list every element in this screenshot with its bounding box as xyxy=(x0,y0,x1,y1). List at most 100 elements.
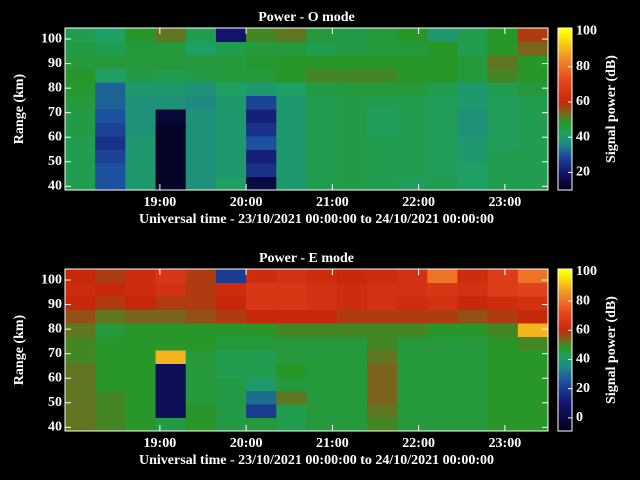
heatmap-cell xyxy=(306,336,338,351)
heatmap-cell xyxy=(397,41,428,56)
heatmap-cell xyxy=(366,136,398,150)
heatmap-cell xyxy=(276,82,307,96)
colorbar-tick-label: 80 xyxy=(576,293,590,308)
heatmap-cell xyxy=(306,41,338,56)
heatmap-cell xyxy=(306,109,338,123)
heatmap-cell xyxy=(336,95,368,110)
heatmap-cell xyxy=(65,282,96,297)
heatmap-cell xyxy=(457,41,489,56)
heatmap-cell xyxy=(185,28,217,42)
plot-frame xyxy=(64,27,549,191)
heatmap-cell xyxy=(276,163,307,177)
heatmap-cell xyxy=(457,269,489,283)
heatmap-cell xyxy=(65,336,96,351)
heatmap-cell xyxy=(246,82,277,96)
heatmap-cell xyxy=(65,122,96,137)
heatmap-cell xyxy=(155,404,187,418)
heatmap-cell xyxy=(95,28,126,42)
heatmap-cell xyxy=(215,336,247,351)
heatmap-cell xyxy=(155,149,187,164)
heatmap-cell xyxy=(185,55,217,69)
heatmap-cell xyxy=(397,309,428,324)
heatmap-cell xyxy=(306,176,338,191)
heatmap-cell xyxy=(65,417,96,432)
heatmap-cell xyxy=(215,55,247,69)
heatmap-cell xyxy=(276,363,307,378)
heatmap-cell xyxy=(366,109,398,123)
heatmap-cell xyxy=(125,350,157,364)
heatmap-cell xyxy=(427,149,458,164)
heatmap-cell xyxy=(95,109,126,123)
heatmap-cell xyxy=(155,68,187,83)
heatmap-cell xyxy=(65,269,96,283)
heatmap-cell xyxy=(517,28,549,42)
heatmap-cell xyxy=(517,390,549,405)
heatmap-cell xyxy=(246,296,277,310)
heatmap-cell xyxy=(155,163,187,177)
heatmap-cell xyxy=(336,309,368,324)
heatmap-cell xyxy=(185,163,217,177)
heatmap-cell xyxy=(215,68,247,83)
heatmap-cell xyxy=(336,336,368,351)
heatmap-cell xyxy=(366,390,398,405)
heatmap-cell xyxy=(125,122,157,137)
heatmap-cell xyxy=(306,296,338,310)
heatmap-cell xyxy=(306,417,338,432)
heatmap-cell xyxy=(125,269,157,283)
y-tick-label: 70 xyxy=(48,346,62,361)
heatmap-cell xyxy=(336,136,368,150)
heatmap-cell xyxy=(487,28,519,42)
heatmap-cell xyxy=(427,336,458,351)
heatmap-cell xyxy=(65,323,96,337)
heatmap-cell xyxy=(125,41,157,56)
colorbar-tick-label: 40 xyxy=(576,129,590,144)
heatmap-cell xyxy=(397,269,428,283)
heatmap-cell xyxy=(517,269,549,283)
heatmap-cell xyxy=(366,163,398,177)
heatmap-cell xyxy=(517,336,549,351)
heatmap-cell xyxy=(246,176,277,191)
heatmap-cell xyxy=(336,323,368,337)
heatmap-cell xyxy=(366,82,398,96)
heatmap-cell xyxy=(366,55,398,69)
heatmap-cell xyxy=(336,417,368,432)
heatmap-cell xyxy=(487,82,519,96)
heatmap-cell xyxy=(246,95,277,110)
heatmap-cell xyxy=(185,41,217,56)
heatmap-cell xyxy=(155,417,187,432)
heatmap-cell xyxy=(215,309,247,324)
heatmap-cell xyxy=(65,68,96,83)
heatmap-cell xyxy=(397,28,428,42)
heatmap-cell xyxy=(457,323,489,337)
heatmap-cell xyxy=(215,417,247,432)
heatmap-cell xyxy=(336,163,368,177)
heatmap-cell xyxy=(487,163,519,177)
heatmap-cell xyxy=(246,309,277,324)
heatmap-cell xyxy=(185,68,217,83)
heatmap-cell xyxy=(215,269,247,283)
heatmap-cell xyxy=(457,109,489,123)
heatmap-cell xyxy=(125,68,157,83)
heatmap-cell xyxy=(125,82,157,96)
heatmap-cell xyxy=(427,269,458,283)
heatmap-cell xyxy=(397,350,428,364)
colorbar-frame xyxy=(557,27,573,191)
heatmap-cell xyxy=(517,176,549,191)
heatmap-cell xyxy=(95,309,126,324)
heatmap-cell xyxy=(95,282,126,297)
heatmap-cell xyxy=(95,350,126,364)
heatmap-cell xyxy=(276,55,307,69)
heatmap-cell xyxy=(276,95,307,110)
heatmap-cell xyxy=(276,28,307,42)
heatmap-cell xyxy=(65,390,96,405)
heatmap-cell xyxy=(457,404,489,418)
plot-frame xyxy=(64,268,549,432)
heatmap-cell xyxy=(427,28,458,42)
heatmap-cell xyxy=(487,390,519,405)
heatmap-cell xyxy=(457,309,489,324)
heatmap-cell xyxy=(65,149,96,164)
heatmap-cell xyxy=(276,176,307,191)
heatmap-cell xyxy=(185,417,217,432)
heatmap-cell xyxy=(185,377,217,391)
heatmap-cell xyxy=(215,28,247,42)
